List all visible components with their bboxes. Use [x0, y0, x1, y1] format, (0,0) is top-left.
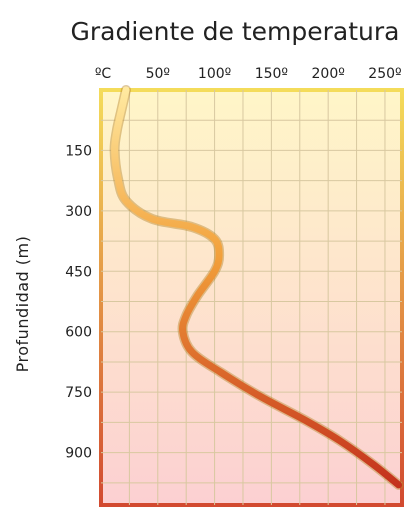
y-tick-label: 600	[65, 325, 92, 341]
x-tick-label: 200º	[312, 66, 345, 82]
chart-title: Gradiente de temperatura	[71, 17, 400, 46]
y-axis-label: Profundidad (m)	[13, 236, 32, 373]
y-tick-label: 300	[65, 204, 92, 220]
x-tick-labels: ºC 50º 100º 150º 200º 250º	[95, 66, 402, 82]
temperature-curve	[109, 85, 404, 490]
y-tick-label: 150	[65, 143, 92, 159]
x-tick-label: 150º	[255, 66, 288, 82]
x-tick-label: ºC	[95, 66, 112, 82]
temperature-curve-line	[111, 86, 403, 489]
y-tick-label: 900	[65, 446, 92, 462]
x-tick-label: 100º	[198, 66, 231, 82]
y-tick-label: 450	[65, 264, 92, 280]
y-tick-labels: 150 300 450 600 750 900	[65, 143, 92, 461]
x-tick-label: 50º	[146, 66, 170, 82]
grid-lines	[101, 90, 402, 505]
x-tick-label: 250º	[368, 66, 401, 82]
plot-background	[99, 88, 404, 507]
y-tick-label: 750	[65, 385, 92, 401]
